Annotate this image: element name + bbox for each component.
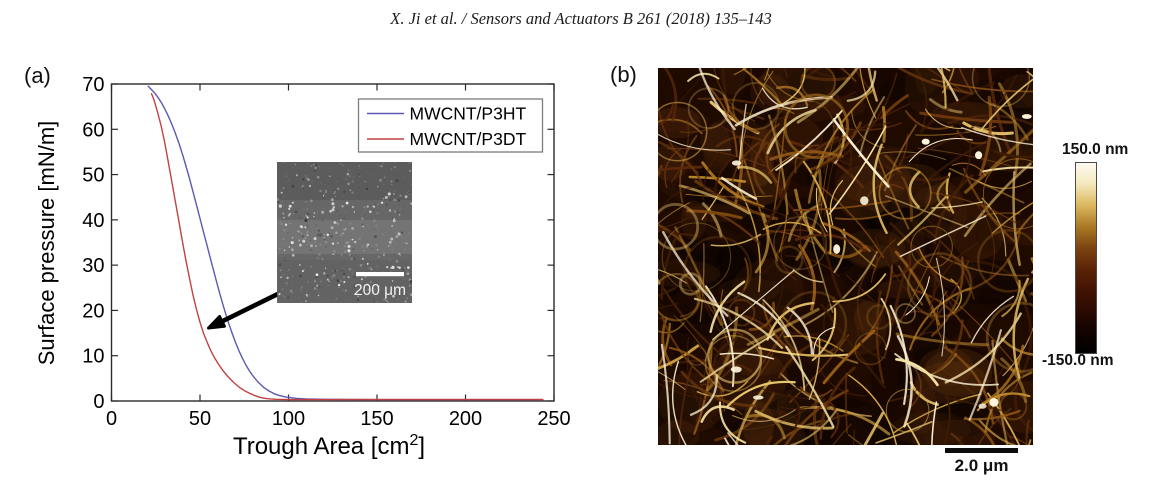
colorbar-min-label: -150.0 nm — [1042, 352, 1114, 369]
paper-citation: X. Ji et al. / Sensors and Actuators B 2… — [390, 9, 772, 28]
afm-scale-bar-label: 2.0 μm — [954, 456, 1009, 475]
x-axis-title-close: ] — [418, 433, 426, 460]
legend-box — [357, 98, 544, 153]
x-axis-title-superscript: 2 — [409, 432, 419, 449]
panel-b-label: (b) — [610, 62, 637, 87]
y-tick-label: 70 — [82, 74, 104, 96]
afm-bright-spots — [730, 114, 1032, 409]
height-colorbar — [1075, 162, 1097, 354]
x-axis-title-text: Trough Area [cm — [232, 433, 410, 460]
y-tick-label: 50 — [82, 165, 104, 187]
x-tick-label: 0 — [106, 408, 117, 430]
brewster-microscopy-inset: 200 μm — [277, 162, 412, 303]
x-tick-label: 100 — [272, 408, 305, 430]
y-tick-label: 40 — [82, 210, 104, 232]
y-tick-label: 0 — [93, 391, 104, 413]
panel-a-label: (a) — [24, 63, 51, 88]
x-tick-label: 150 — [360, 408, 393, 430]
legend: MWCNT/P3HT MWCNT/P3DT — [357, 98, 544, 153]
arrow-head — [207, 315, 226, 330]
x-tick-label: 250 — [537, 408, 570, 430]
y-tick-label: 10 — [82, 346, 104, 368]
curve-mwcnt-p3dt — [150, 92, 544, 401]
inset-scale-bar — [356, 272, 404, 277]
legend-label: MWCNT/P3HT — [410, 104, 527, 124]
x-axis-ticks: 0 50 100 150 200 250 — [106, 84, 571, 430]
inset-noise-texture — [277, 162, 412, 303]
y-tick-label: 30 — [82, 255, 104, 277]
y-axis-ticks: 0 10 20 30 40 50 60 70 — [82, 74, 554, 413]
inset-light-band — [277, 220, 412, 254]
colorbar-max-label: 150.0 nm — [1062, 141, 1129, 158]
y-tick-label: 60 — [82, 119, 104, 141]
annotation-arrow — [207, 287, 289, 330]
afm-topography-image — [658, 68, 1033, 445]
y-axis-title: Surface pressure [mN/m] — [34, 120, 59, 366]
afm-loop-texture — [658, 68, 1033, 433]
x-axis-title: Trough Area [cm2] — [232, 432, 426, 461]
x-tick-label: 50 — [189, 408, 211, 430]
arrow-shaft — [220, 287, 289, 324]
x-tick-label: 200 — [449, 408, 482, 430]
legend-label: MWCNT/P3DT — [410, 129, 527, 149]
afm-scale-bar — [945, 448, 1018, 453]
plot-frame — [110, 83, 555, 402]
inset-scale-bar-label: 200 μm — [354, 282, 406, 299]
y-tick-label: 20 — [82, 300, 104, 322]
curve-mwcnt-p3ht — [147, 85, 544, 401]
